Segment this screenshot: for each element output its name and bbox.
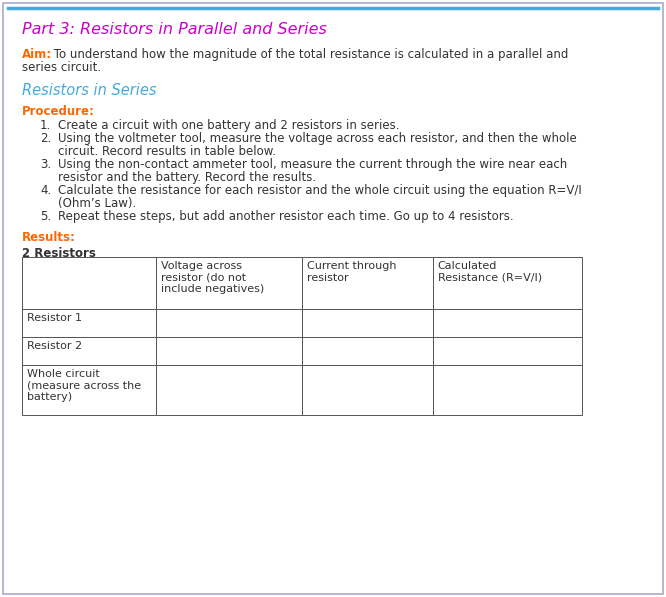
- Text: Procedure:: Procedure:: [22, 105, 95, 118]
- Text: Using the voltmeter tool, measure the voltage across each resistor, and then the: Using the voltmeter tool, measure the vo…: [58, 132, 577, 145]
- Bar: [302, 309, 432, 337]
- Bar: [432, 365, 582, 415]
- Bar: [156, 309, 302, 337]
- Text: To understand how the magnitude of the total resistance is calculated in a paral: To understand how the magnitude of the t…: [50, 48, 568, 61]
- Text: Current through
resistor: Current through resistor: [307, 261, 396, 282]
- Text: 5.: 5.: [40, 210, 51, 223]
- Bar: [22, 257, 156, 309]
- Text: 2.: 2.: [40, 132, 51, 145]
- Bar: [22, 337, 156, 365]
- Text: Whole circuit
(measure across the
battery): Whole circuit (measure across the batter…: [27, 369, 141, 402]
- Bar: [432, 337, 582, 365]
- Text: Aim:: Aim:: [22, 48, 52, 61]
- Bar: [302, 257, 432, 309]
- Text: circuit. Record results in table below.: circuit. Record results in table below.: [58, 145, 276, 158]
- Bar: [156, 365, 302, 415]
- Text: Calculated
Resistance (R=V/I): Calculated Resistance (R=V/I): [438, 261, 541, 282]
- Text: Voltage across
resistor (do not
include negatives): Voltage across resistor (do not include …: [161, 261, 264, 294]
- Text: Calculate the resistance for each resistor and the whole circuit using the equat: Calculate the resistance for each resist…: [58, 184, 581, 197]
- Text: Repeat these steps, but add another resistor each time. Go up to 4 resistors.: Repeat these steps, but add another resi…: [58, 210, 513, 223]
- Text: 1.: 1.: [40, 119, 51, 132]
- Text: Resistor 1: Resistor 1: [27, 313, 82, 323]
- Text: 4.: 4.: [40, 184, 51, 197]
- Text: (Ohm’s Law).: (Ohm’s Law).: [58, 197, 137, 210]
- Text: Resistor 2: Resistor 2: [27, 341, 82, 351]
- Text: Resistors in Series: Resistors in Series: [22, 83, 157, 98]
- Bar: [302, 337, 432, 365]
- Text: series circuit.: series circuit.: [22, 61, 101, 74]
- Bar: [432, 309, 582, 337]
- Text: resistor and the battery. Record the results.: resistor and the battery. Record the res…: [58, 171, 316, 184]
- Text: 2 Resistors: 2 Resistors: [22, 247, 96, 260]
- Text: Results:: Results:: [22, 231, 76, 244]
- Bar: [432, 257, 582, 309]
- Text: 3.: 3.: [40, 158, 51, 171]
- Bar: [22, 365, 156, 415]
- Text: Create a circuit with one battery and 2 resistors in series.: Create a circuit with one battery and 2 …: [58, 119, 400, 132]
- Text: Part 3: Resistors in Parallel and Series: Part 3: Resistors in Parallel and Series: [22, 22, 327, 37]
- Bar: [156, 337, 302, 365]
- Bar: [156, 257, 302, 309]
- Bar: [302, 365, 432, 415]
- Bar: [22, 309, 156, 337]
- Text: Using the non-contact ammeter tool, measure the current through the wire near ea: Using the non-contact ammeter tool, meas…: [58, 158, 567, 171]
